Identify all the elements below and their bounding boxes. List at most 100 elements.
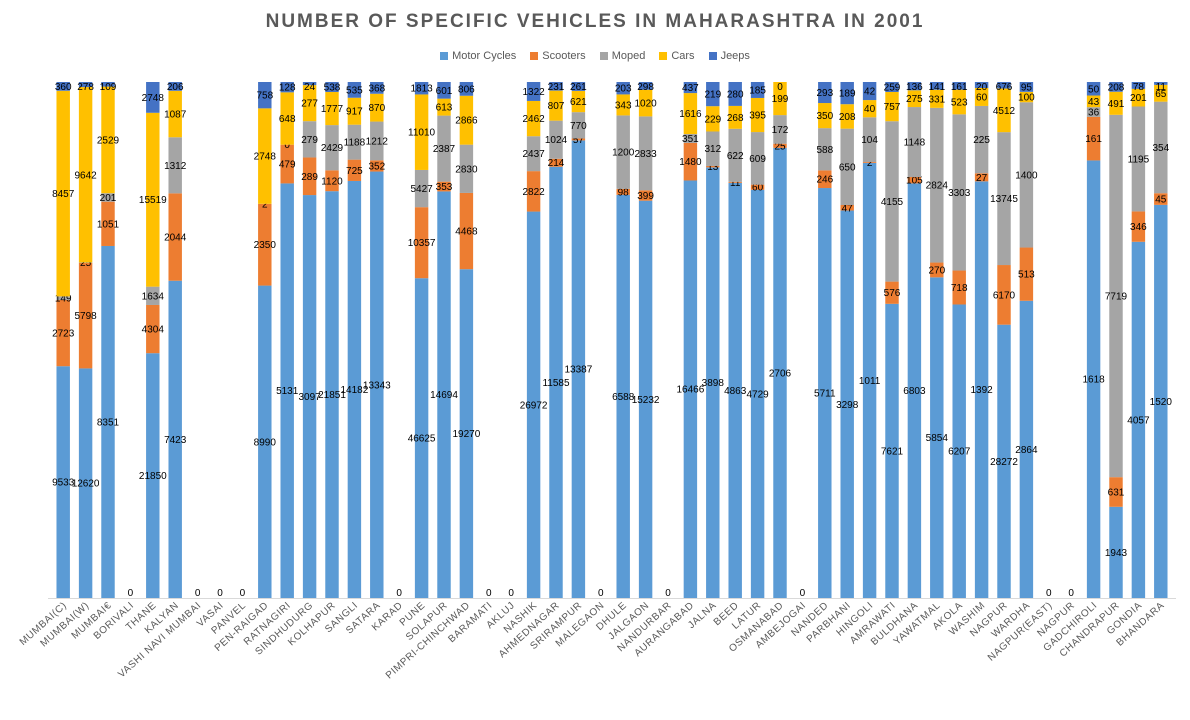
bar-segment xyxy=(370,171,384,599)
data-label: 395 xyxy=(749,111,766,122)
bar-segment xyxy=(347,124,362,160)
data-label: 7621 xyxy=(881,446,904,457)
data-label: 1195 xyxy=(1128,154,1150,165)
data-label: 1480 xyxy=(679,157,702,168)
data-label: 4512 xyxy=(993,106,1016,117)
data-label: 293 xyxy=(816,88,833,99)
data-label: 105 xyxy=(906,176,923,187)
data-label: 57 xyxy=(573,135,585,146)
data-label: 15232 xyxy=(632,395,660,406)
legend-swatch xyxy=(440,52,449,60)
data-label: 95 xyxy=(1021,82,1033,93)
bar-segment xyxy=(56,300,70,367)
data-label: 289 xyxy=(301,172,318,183)
bar-segment xyxy=(952,82,966,90)
data-label: 648 xyxy=(279,114,296,125)
data-label: 0 xyxy=(665,588,671,599)
data-label: 1087 xyxy=(164,110,187,121)
data-label: 208 xyxy=(1108,82,1125,93)
data-label: 36 xyxy=(1088,108,1100,119)
bar-segment xyxy=(78,82,93,88)
data-label: 2748 xyxy=(142,93,165,104)
bar-segment xyxy=(1131,106,1146,212)
bar-segment xyxy=(728,182,742,598)
data-label: 9642 xyxy=(74,170,97,181)
data-label: 2350 xyxy=(254,240,277,251)
legend-item: Jeeps xyxy=(708,50,750,62)
data-label: 24 xyxy=(304,82,316,93)
bar-segment xyxy=(146,304,160,354)
data-label: 770 xyxy=(570,121,587,132)
data-label: 576 xyxy=(884,288,901,299)
data-label: 353 xyxy=(436,182,453,193)
bar-segment xyxy=(437,98,451,116)
data-label: 161 xyxy=(951,82,968,93)
bar-segment xyxy=(997,88,1011,133)
bar-segment xyxy=(750,189,765,598)
data-label: 2748 xyxy=(254,152,277,163)
bar-segment xyxy=(1019,91,1034,103)
data-label: 2044 xyxy=(164,233,187,244)
data-label: 0 xyxy=(195,588,201,599)
data-label: 20 xyxy=(976,82,988,93)
bar-segment xyxy=(302,157,317,196)
bar-segment xyxy=(997,265,1011,325)
bar-segment xyxy=(437,82,451,99)
data-label: 588 xyxy=(816,145,833,156)
data-label: 917 xyxy=(346,107,363,118)
data-label: 6207 xyxy=(948,447,971,458)
data-label: 280 xyxy=(727,89,744,100)
data-label: 2 xyxy=(262,199,268,210)
data-label: 312 xyxy=(704,144,721,155)
data-label: 538 xyxy=(324,83,341,94)
chart-title: NUMBER OF SPECIFIC VEHICLES IN MAHARASHT… xyxy=(265,11,925,32)
bar-segment xyxy=(549,82,563,91)
data-label: 14182 xyxy=(340,385,368,396)
data-label: 725 xyxy=(346,166,363,177)
legend-label: Motor Cycles xyxy=(452,50,517,62)
data-label: 40 xyxy=(864,104,876,115)
bar-segment xyxy=(638,82,653,90)
bar-segment xyxy=(1019,247,1034,301)
data-label: 13 xyxy=(707,162,719,173)
bar-segment xyxy=(885,91,899,122)
data-label: 7423 xyxy=(164,435,187,446)
data-label: 43 xyxy=(1088,97,1100,108)
data-label: 25 xyxy=(774,141,786,152)
bar-segment xyxy=(56,82,70,91)
data-label: 225 xyxy=(973,135,990,146)
bar-segment xyxy=(414,82,429,95)
data-label: 12620 xyxy=(72,479,100,490)
data-label: 350 xyxy=(816,111,833,122)
data-label: 185 xyxy=(749,85,766,96)
data-label: 676 xyxy=(996,82,1013,93)
bar-segment xyxy=(1109,91,1123,115)
data-label: 11 xyxy=(1156,82,1167,93)
bar-segment xyxy=(414,207,429,279)
data-label: 870 xyxy=(368,103,385,114)
data-label: 1051 xyxy=(97,219,120,230)
bar-segment xyxy=(101,245,115,598)
bar-segment xyxy=(1131,241,1146,598)
data-label: 199 xyxy=(772,94,789,105)
bar-segment xyxy=(997,82,1011,89)
data-label: 268 xyxy=(727,113,744,124)
legend-label: Moped xyxy=(611,50,646,62)
data-label: 161 xyxy=(1085,134,1102,145)
bar-segment xyxy=(526,211,541,598)
bar-segment xyxy=(459,269,474,598)
legend-swatch xyxy=(708,52,717,60)
data-label: 0 xyxy=(598,588,604,599)
bar-segment xyxy=(706,167,720,598)
bar-segment xyxy=(1154,101,1168,194)
bar-segment xyxy=(549,158,563,167)
bar-segment xyxy=(840,104,854,129)
bar-segment xyxy=(280,144,294,184)
bar-segment xyxy=(325,92,339,126)
data-label: 136 xyxy=(906,82,923,93)
data-label: 201 xyxy=(1130,93,1147,104)
data-label: 203 xyxy=(615,84,632,95)
legend: Motor Cycles Scooters Moped Cars Jeeps xyxy=(0,50,1190,62)
bar-segment xyxy=(370,82,384,94)
bar-segment xyxy=(549,166,563,598)
